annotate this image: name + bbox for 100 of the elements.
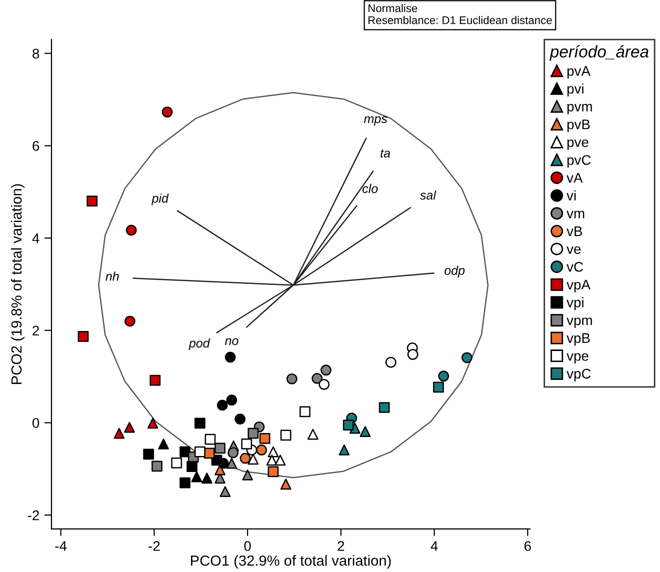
point	[204, 434, 216, 445]
legend-label: pve	[567, 139, 588, 150]
point	[114, 428, 125, 439]
legend-label: vA	[566, 173, 583, 183]
point	[226, 458, 238, 469]
point	[286, 373, 298, 384]
x-tick-label: -4	[55, 541, 67, 551]
x-tick-label: 6	[524, 541, 531, 551]
legend-label: vpA	[566, 280, 590, 292]
point	[268, 466, 279, 478]
annotation: pid	[151, 194, 169, 206]
point	[224, 352, 236, 363]
x-tick-label: 2	[338, 541, 344, 551]
legend-label: vB	[566, 226, 582, 236]
legend-label: pvA	[567, 66, 590, 79]
annotation: sal	[420, 190, 436, 200]
point	[234, 414, 246, 424]
legend-label: vpB	[566, 333, 590, 346]
y-tick-label: -2	[28, 510, 39, 520]
point	[433, 382, 444, 393]
point	[280, 478, 292, 490]
point	[194, 446, 206, 458]
legend-label: vC	[566, 262, 584, 272]
y-tick-label: 2	[32, 326, 39, 336]
annotation: no	[225, 338, 238, 346]
point	[158, 438, 169, 450]
point	[256, 444, 267, 456]
annotation: pod	[188, 338, 210, 350]
annotation: clo	[362, 184, 378, 194]
legend-label: vpe	[566, 353, 588, 364]
point	[242, 469, 253, 480]
point	[228, 447, 239, 458]
point	[248, 454, 259, 465]
point	[462, 352, 472, 364]
point	[143, 448, 154, 460]
point	[186, 461, 198, 472]
point	[220, 486, 231, 497]
point	[152, 460, 162, 472]
legend-label: vpm	[566, 318, 592, 328]
point	[191, 471, 202, 482]
point	[194, 418, 206, 429]
point	[214, 442, 226, 454]
point	[240, 452, 251, 464]
point	[259, 433, 270, 444]
point	[312, 372, 323, 384]
point	[216, 400, 228, 411]
y-tick-label: 0	[32, 418, 40, 428]
point	[378, 402, 390, 413]
point	[318, 378, 330, 390]
point	[171, 457, 182, 468]
point	[150, 374, 161, 386]
x-tick-label: 4	[430, 541, 438, 551]
point	[438, 370, 450, 382]
annotation: ta	[380, 149, 390, 158]
legend-label: pvC	[567, 155, 591, 168]
point	[360, 426, 371, 437]
annotation: nh	[106, 272, 119, 281]
point	[266, 454, 278, 466]
point	[78, 330, 89, 342]
legend-label: vpC	[566, 368, 591, 382]
point	[342, 420, 354, 430]
point	[338, 444, 350, 456]
point	[385, 356, 396, 368]
point	[268, 446, 279, 458]
legend-label: vpi	[566, 297, 584, 310]
point	[126, 224, 137, 236]
point	[248, 428, 259, 439]
point	[241, 438, 252, 450]
legend-label: vi	[566, 190, 576, 200]
legend-label: vm	[566, 210, 584, 218]
y-tick-label: 4	[32, 234, 40, 244]
point	[274, 454, 286, 466]
y-axis-title: PCO2 (19.8% of total variation)	[10, 184, 25, 384]
x-tick-label: 0	[244, 541, 251, 551]
point	[124, 316, 136, 327]
point	[124, 422, 135, 433]
legend-label: pvm	[567, 104, 592, 114]
point	[300, 406, 310, 418]
annotation: odp	[444, 266, 465, 278]
point	[147, 418, 158, 429]
point	[86, 196, 98, 207]
legend-title: período_área	[549, 45, 648, 61]
legend-label: pvi	[567, 83, 584, 96]
y-tick-label: 6	[32, 141, 40, 151]
point	[280, 430, 292, 441]
legend-label: pvB	[567, 120, 590, 132]
point	[180, 477, 190, 488]
point	[320, 364, 332, 376]
point	[307, 428, 318, 440]
x-axis-title: PCO1 (32.9% of total variation)	[191, 555, 391, 569]
y-tick-label: 8	[32, 48, 40, 59]
x-tick-label: -2	[148, 541, 160, 551]
point	[407, 348, 418, 360]
text: Resemblance: D1 Euclidean distance	[368, 16, 552, 24]
point	[162, 106, 173, 118]
legend-label: ve	[566, 246, 581, 254]
point	[226, 394, 238, 406]
annotation: mps	[364, 116, 388, 126]
text: Normalise	[368, 4, 418, 12]
point	[202, 472, 212, 484]
